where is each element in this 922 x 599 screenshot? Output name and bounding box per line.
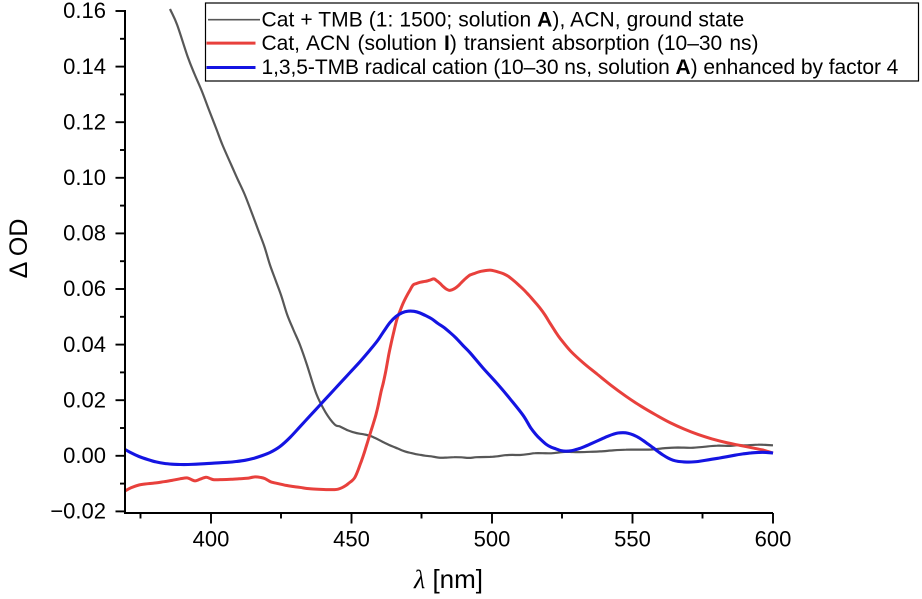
svg-text:0.04: 0.04 <box>63 332 106 357</box>
svg-text:−0.02: −0.02 <box>50 499 106 524</box>
svg-text:400: 400 <box>193 527 230 552</box>
svg-text:0.12: 0.12 <box>63 109 106 134</box>
svg-text:450: 450 <box>333 527 370 552</box>
svg-text:Δ OD: Δ OD <box>5 219 33 279</box>
svg-text:550: 550 <box>614 527 651 552</box>
svg-text:λ [nm]: λ [nm] <box>413 564 483 594</box>
svg-text:0.14: 0.14 <box>63 54 106 79</box>
svg-text:0.10: 0.10 <box>63 165 106 190</box>
svg-text:0.02: 0.02 <box>63 387 106 412</box>
svg-text:1,3,5-TMB radical cation (10–3: 1,3,5-TMB radical cation (10–30 ns, solu… <box>262 56 899 79</box>
svg-text:0.00: 0.00 <box>63 443 106 468</box>
svg-text:Cat + TMB (1: 1500; solution A: Cat + TMB (1: 1500; solution A), ACN, gr… <box>262 8 745 31</box>
svg-text:0.06: 0.06 <box>63 276 106 301</box>
svg-text:Cat, ACN (solution I) transien: Cat, ACN (solution I) transient absorpti… <box>262 32 759 55</box>
svg-text:0.16: 0.16 <box>63 0 106 23</box>
svg-text:600: 600 <box>755 527 792 552</box>
svg-text:500: 500 <box>474 527 511 552</box>
svg-text:0.08: 0.08 <box>63 221 106 246</box>
